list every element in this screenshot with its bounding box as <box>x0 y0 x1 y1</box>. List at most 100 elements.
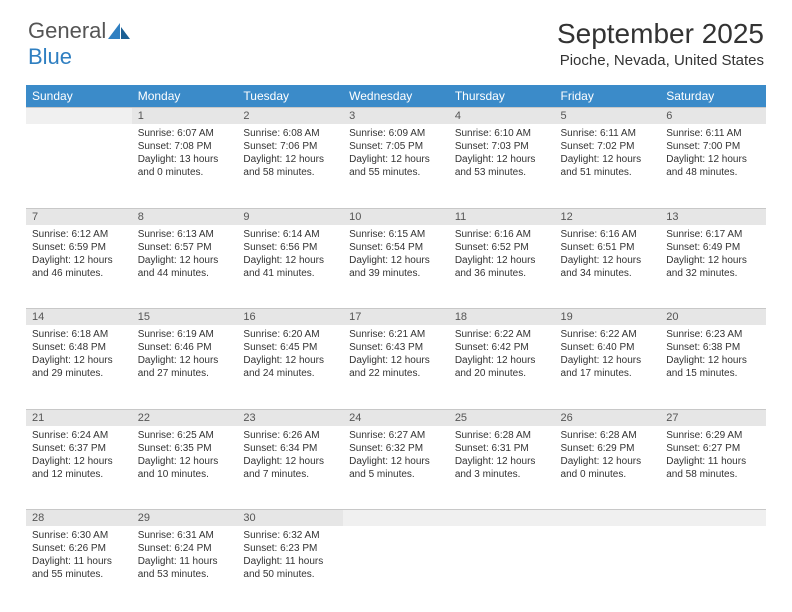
sunset-line: Sunset: 6:46 PM <box>138 341 232 354</box>
sunrise-line: Sunrise: 6:22 AM <box>561 328 655 341</box>
day-number-row: 14151617181920 <box>26 309 766 326</box>
daylight-line: Daylight: 12 hours and 36 minutes. <box>455 254 549 280</box>
sunset-line: Sunset: 7:03 PM <box>455 140 549 153</box>
sunrise-line: Sunrise: 6:08 AM <box>243 127 337 140</box>
day-number-cell: 18 <box>449 309 555 326</box>
sunrise-line: Sunrise: 6:23 AM <box>666 328 760 341</box>
sunrise-line: Sunrise: 6:29 AM <box>666 429 760 442</box>
sunrise-line: Sunrise: 6:28 AM <box>561 429 655 442</box>
day-content-row: Sunrise: 6:12 AMSunset: 6:59 PMDaylight:… <box>26 225 766 309</box>
sunset-line: Sunset: 6:56 PM <box>243 241 337 254</box>
day-cell: Sunrise: 6:30 AMSunset: 6:26 PMDaylight:… <box>26 526 132 610</box>
daylight-line: Daylight: 12 hours and 48 minutes. <box>666 153 760 179</box>
daylight-line: Daylight: 12 hours and 39 minutes. <box>349 254 443 280</box>
day-number-cell: 28 <box>26 510 132 527</box>
day-cell <box>660 526 766 610</box>
daylight-line: Daylight: 12 hours and 58 minutes. <box>243 153 337 179</box>
day-cell: Sunrise: 6:31 AMSunset: 6:24 PMDaylight:… <box>132 526 238 610</box>
sunset-line: Sunset: 6:45 PM <box>243 341 337 354</box>
day-cell <box>555 526 661 610</box>
day-cell: Sunrise: 6:15 AMSunset: 6:54 PMDaylight:… <box>343 225 449 309</box>
daylight-line: Daylight: 13 hours and 0 minutes. <box>138 153 232 179</box>
day-cell: Sunrise: 6:28 AMSunset: 6:31 PMDaylight:… <box>449 426 555 510</box>
day-cell: Sunrise: 6:09 AMSunset: 7:05 PMDaylight:… <box>343 124 449 208</box>
day-number-cell: 12 <box>555 208 661 225</box>
day-number-cell: 3 <box>343 108 449 125</box>
sunrise-line: Sunrise: 6:16 AM <box>455 228 549 241</box>
daylight-line: Daylight: 12 hours and 46 minutes. <box>32 254 126 280</box>
day-cell: Sunrise: 6:18 AMSunset: 6:48 PMDaylight:… <box>26 325 132 409</box>
daylight-line: Daylight: 11 hours and 50 minutes. <box>243 555 337 581</box>
day-cell: Sunrise: 6:32 AMSunset: 6:23 PMDaylight:… <box>237 526 343 610</box>
daylight-line: Daylight: 12 hours and 22 minutes. <box>349 354 443 380</box>
sunset-line: Sunset: 6:29 PM <box>561 442 655 455</box>
sunset-line: Sunset: 6:57 PM <box>138 241 232 254</box>
day-cell: Sunrise: 6:29 AMSunset: 6:27 PMDaylight:… <box>660 426 766 510</box>
day-number-cell: 15 <box>132 309 238 326</box>
day-cell: Sunrise: 6:14 AMSunset: 6:56 PMDaylight:… <box>237 225 343 309</box>
sunrise-line: Sunrise: 6:13 AM <box>138 228 232 241</box>
weekday-header: Friday <box>555 85 661 108</box>
sunset-line: Sunset: 6:42 PM <box>455 341 549 354</box>
day-number-row: 123456 <box>26 108 766 125</box>
header: General September 2025 Pioche, Nevada, U… <box>0 0 792 75</box>
sunset-line: Sunset: 6:24 PM <box>138 542 232 555</box>
day-cell: Sunrise: 6:10 AMSunset: 7:03 PMDaylight:… <box>449 124 555 208</box>
day-number-cell: 27 <box>660 409 766 426</box>
day-number-cell: 25 <box>449 409 555 426</box>
day-number-cell: 7 <box>26 208 132 225</box>
day-number-cell: 16 <box>237 309 343 326</box>
sunrise-line: Sunrise: 6:18 AM <box>32 328 126 341</box>
sunrise-line: Sunrise: 6:28 AM <box>455 429 549 442</box>
day-number-cell: 26 <box>555 409 661 426</box>
sunset-line: Sunset: 6:54 PM <box>349 241 443 254</box>
sunrise-line: Sunrise: 6:19 AM <box>138 328 232 341</box>
daylight-line: Daylight: 12 hours and 32 minutes. <box>666 254 760 280</box>
day-number-cell <box>449 510 555 527</box>
daylight-line: Daylight: 12 hours and 41 minutes. <box>243 254 337 280</box>
day-cell: Sunrise: 6:16 AMSunset: 6:52 PMDaylight:… <box>449 225 555 309</box>
daylight-line: Daylight: 12 hours and 27 minutes. <box>138 354 232 380</box>
sunset-line: Sunset: 7:02 PM <box>561 140 655 153</box>
weekday-header: Tuesday <box>237 85 343 108</box>
daylight-line: Daylight: 12 hours and 44 minutes. <box>138 254 232 280</box>
sunset-line: Sunset: 6:51 PM <box>561 241 655 254</box>
day-cell: Sunrise: 6:23 AMSunset: 6:38 PMDaylight:… <box>660 325 766 409</box>
day-cell: Sunrise: 6:22 AMSunset: 6:40 PMDaylight:… <box>555 325 661 409</box>
sunrise-line: Sunrise: 6:11 AM <box>666 127 760 140</box>
daylight-line: Daylight: 12 hours and 17 minutes. <box>561 354 655 380</box>
sunset-line: Sunset: 7:06 PM <box>243 140 337 153</box>
daylight-line: Daylight: 12 hours and 34 minutes. <box>561 254 655 280</box>
daylight-line: Daylight: 12 hours and 20 minutes. <box>455 354 549 380</box>
sunrise-line: Sunrise: 6:21 AM <box>349 328 443 341</box>
day-cell: Sunrise: 6:19 AMSunset: 6:46 PMDaylight:… <box>132 325 238 409</box>
calendar-table: SundayMondayTuesdayWednesdayThursdayFrid… <box>26 85 766 610</box>
day-number-cell: 29 <box>132 510 238 527</box>
day-number-cell: 17 <box>343 309 449 326</box>
day-number-cell: 8 <box>132 208 238 225</box>
sunset-line: Sunset: 6:59 PM <box>32 241 126 254</box>
sunrise-line: Sunrise: 6:31 AM <box>138 529 232 542</box>
daylight-line: Daylight: 11 hours and 53 minutes. <box>138 555 232 581</box>
sunset-line: Sunset: 6:37 PM <box>32 442 126 455</box>
daylight-line: Daylight: 12 hours and 5 minutes. <box>349 455 443 481</box>
sunrise-line: Sunrise: 6:24 AM <box>32 429 126 442</box>
sunset-line: Sunset: 6:31 PM <box>455 442 549 455</box>
day-cell: Sunrise: 6:24 AMSunset: 6:37 PMDaylight:… <box>26 426 132 510</box>
sunrise-line: Sunrise: 6:07 AM <box>138 127 232 140</box>
sunset-line: Sunset: 6:23 PM <box>243 542 337 555</box>
sunrise-line: Sunrise: 6:20 AM <box>243 328 337 341</box>
day-number-cell <box>26 108 132 125</box>
sunrise-line: Sunrise: 6:10 AM <box>455 127 549 140</box>
daylight-line: Daylight: 12 hours and 3 minutes. <box>455 455 549 481</box>
day-number-cell: 24 <box>343 409 449 426</box>
day-cell: Sunrise: 6:13 AMSunset: 6:57 PMDaylight:… <box>132 225 238 309</box>
logo-text-general: General <box>28 18 106 44</box>
sunset-line: Sunset: 6:49 PM <box>666 241 760 254</box>
day-cell: Sunrise: 6:07 AMSunset: 7:08 PMDaylight:… <box>132 124 238 208</box>
day-cell: Sunrise: 6:11 AMSunset: 7:00 PMDaylight:… <box>660 124 766 208</box>
sunset-line: Sunset: 6:27 PM <box>666 442 760 455</box>
sunrise-line: Sunrise: 6:32 AM <box>243 529 337 542</box>
day-number-cell: 9 <box>237 208 343 225</box>
daylight-line: Daylight: 12 hours and 10 minutes. <box>138 455 232 481</box>
